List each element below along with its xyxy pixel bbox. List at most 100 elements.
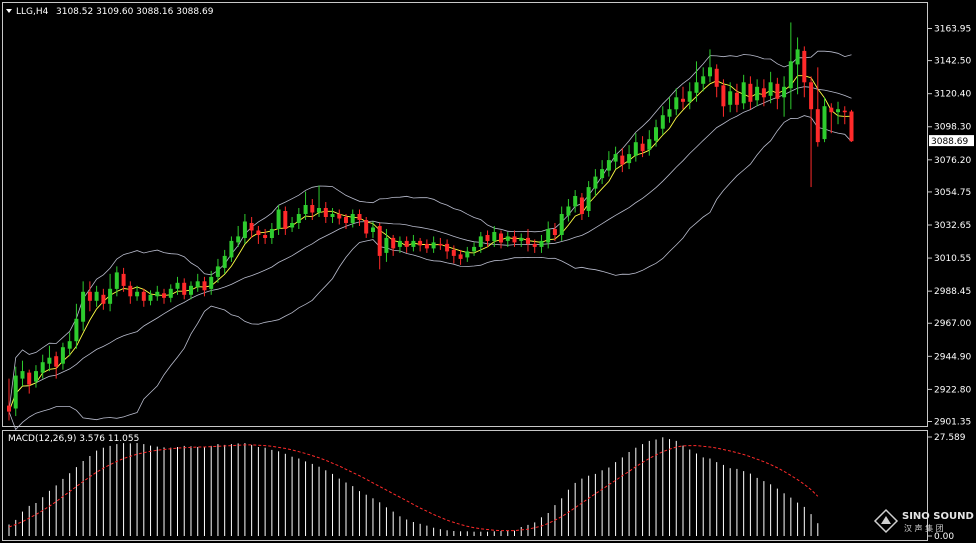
candle bbox=[694, 61, 699, 102]
candle-body bbox=[175, 282, 180, 289]
candle bbox=[842, 106, 847, 125]
candle-body bbox=[674, 97, 679, 110]
candle bbox=[411, 234, 416, 252]
candle bbox=[492, 225, 497, 247]
candle-body bbox=[135, 291, 140, 297]
candle-body bbox=[377, 226, 382, 256]
candle-body bbox=[445, 243, 450, 252]
candle-body bbox=[249, 223, 254, 231]
candle-body bbox=[101, 294, 106, 304]
candle bbox=[215, 258, 220, 283]
candle bbox=[34, 365, 38, 388]
macd-signal bbox=[8, 444, 819, 532]
candle bbox=[768, 71, 773, 104]
macd-panel-frame bbox=[2, 430, 928, 541]
candle-body bbox=[317, 208, 321, 213]
candle-body bbox=[775, 83, 780, 99]
candle bbox=[74, 303, 79, 349]
candle-body bbox=[296, 214, 301, 223]
candle-body bbox=[795, 49, 800, 65]
candle bbox=[532, 239, 537, 253]
candle bbox=[795, 37, 800, 95]
candle-body bbox=[330, 214, 335, 217]
candle bbox=[20, 360, 25, 387]
candle-body bbox=[411, 240, 416, 247]
candle bbox=[40, 354, 45, 379]
candle-body bbox=[499, 233, 503, 243]
candle bbox=[539, 234, 544, 253]
price-tick-label: 2988.45 bbox=[934, 287, 971, 297]
price-tick-label: 2967.00 bbox=[934, 319, 971, 329]
candle bbox=[478, 231, 483, 253]
candle-body bbox=[74, 318, 79, 342]
candle bbox=[337, 209, 342, 225]
candle-body bbox=[195, 281, 200, 288]
candle-body bbox=[148, 294, 153, 301]
logo-subtext: 汉 声 集 团 bbox=[904, 523, 944, 533]
candle-body bbox=[579, 197, 584, 214]
candle-body bbox=[269, 229, 274, 238]
candle-body bbox=[573, 196, 578, 207]
candle bbox=[229, 236, 234, 262]
candle bbox=[323, 202, 328, 223]
candle-body bbox=[310, 205, 315, 213]
candle bbox=[788, 22, 793, 110]
candle bbox=[256, 225, 261, 244]
candle bbox=[357, 209, 362, 226]
candle-body bbox=[337, 214, 342, 219]
candle bbox=[633, 133, 638, 162]
candle-body bbox=[728, 91, 733, 105]
candle-body bbox=[694, 82, 699, 93]
candle-body bbox=[782, 86, 787, 98]
candle-body bbox=[552, 229, 557, 235]
candle bbox=[600, 160, 605, 185]
candle bbox=[701, 67, 706, 92]
candle bbox=[290, 216, 295, 232]
candle bbox=[310, 199, 315, 220]
candle-body bbox=[472, 246, 477, 252]
candle bbox=[728, 82, 733, 113]
candle bbox=[175, 276, 180, 295]
chevron-down-icon[interactable] bbox=[6, 9, 12, 13]
candle-body bbox=[215, 266, 220, 277]
candle bbox=[424, 239, 429, 253]
candle bbox=[451, 245, 456, 264]
candle-body bbox=[526, 237, 530, 244]
candle-body bbox=[465, 251, 470, 258]
candle-body bbox=[748, 83, 753, 102]
candle bbox=[114, 266, 119, 297]
candle-body bbox=[829, 107, 834, 113]
candle-body bbox=[60, 347, 65, 364]
candle bbox=[330, 208, 335, 223]
candle bbox=[303, 191, 308, 220]
candle-body bbox=[236, 236, 241, 243]
candle-body bbox=[87, 291, 92, 301]
candle bbox=[519, 233, 524, 247]
candle-body bbox=[114, 272, 119, 289]
candle-body bbox=[357, 214, 362, 220]
candle-body bbox=[189, 285, 193, 295]
candle-body bbox=[222, 255, 227, 268]
candle bbox=[721, 79, 726, 117]
candle-body bbox=[141, 291, 146, 301]
candle bbox=[674, 88, 679, 116]
candle bbox=[384, 228, 389, 262]
candle-body bbox=[734, 92, 739, 105]
candle bbox=[397, 236, 402, 253]
candle bbox=[782, 76, 787, 117]
candle-body bbox=[290, 223, 295, 228]
candle-body bbox=[755, 86, 760, 101]
candle bbox=[242, 214, 247, 244]
macd-axis: 27.589 0.00 bbox=[928, 433, 966, 542]
candle-body bbox=[404, 240, 409, 247]
candle-body bbox=[660, 115, 665, 129]
candle-body bbox=[606, 160, 611, 171]
candle bbox=[141, 288, 146, 307]
candle bbox=[135, 285, 140, 301]
moving-averages bbox=[8, 75, 852, 412]
macd-signal-line bbox=[8, 444, 819, 532]
candle bbox=[7, 378, 11, 421]
macd-histogram bbox=[8, 437, 819, 536]
candle-body bbox=[162, 293, 166, 298]
candle-body bbox=[344, 217, 348, 223]
